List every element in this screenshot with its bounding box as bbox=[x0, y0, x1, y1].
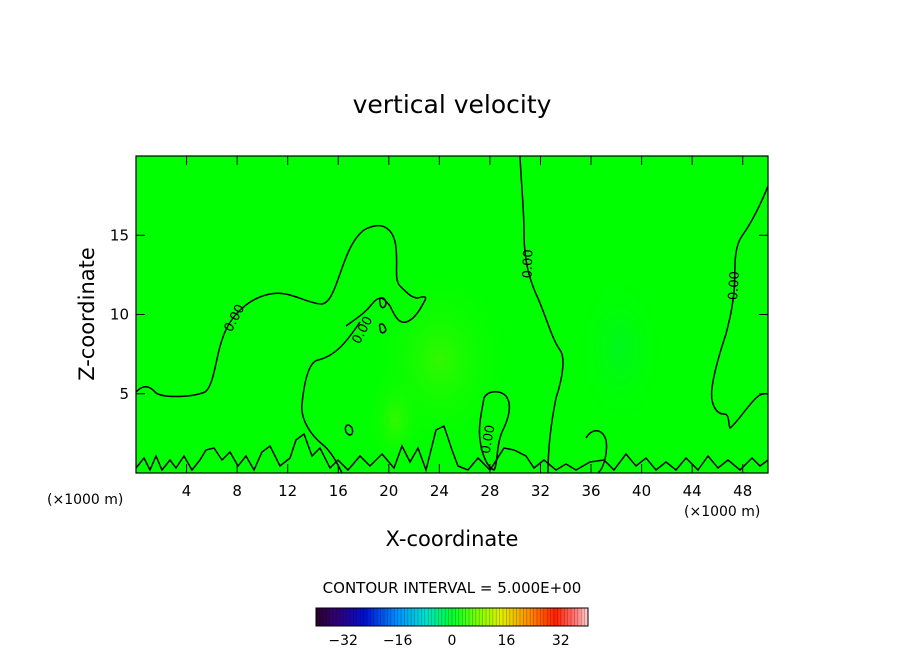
contour-label: 0.00 bbox=[479, 424, 499, 455]
contour-line bbox=[710, 185, 768, 430]
colorbar-tick-label: 16 bbox=[497, 633, 515, 649]
contour-line bbox=[519, 156, 564, 473]
plot-area: 0.00 0.00 0.00 0.00 0.00 4 8 12 16 20 24 28 32 3… bbox=[110, 155, 769, 500]
y-tick-label: 10 bbox=[110, 306, 129, 324]
x-tick-label: 16 bbox=[329, 482, 348, 500]
x-tick-label: 40 bbox=[632, 482, 651, 500]
contour-line bbox=[136, 225, 427, 398]
x-tick-label: 36 bbox=[581, 482, 600, 500]
contour-label: 0.00 bbox=[521, 249, 537, 278]
x-axis-label: X-coordinate bbox=[386, 527, 519, 551]
x-axis-ticks: 4 8 12 16 20 24 28 32 36 40 44 48 bbox=[182, 156, 752, 500]
x-tick-label: 8 bbox=[232, 482, 242, 500]
chart-title: vertical velocity bbox=[353, 90, 552, 119]
contour-label: 0.00 bbox=[726, 271, 743, 301]
colorbar-ticks: −32 −16 0 16 32 bbox=[328, 633, 569, 649]
colorbar: −32 −16 0 16 32 bbox=[315, 607, 589, 649]
y-tick-label: 15 bbox=[110, 226, 129, 244]
colorbar-tick-label: −16 bbox=[383, 633, 413, 649]
contour-line bbox=[585, 430, 608, 473]
contour-line bbox=[378, 323, 387, 334]
colorbar-tick-label: 32 bbox=[552, 633, 570, 649]
colorbar-tick-label: 0 bbox=[448, 633, 457, 649]
colorbar-gradient bbox=[315, 607, 589, 627]
x-tick-label: 32 bbox=[531, 482, 550, 500]
y-axis-unit: (×1000 m) bbox=[684, 504, 760, 520]
contour-line bbox=[136, 424, 768, 473]
contour-interval-text: CONTOUR INTERVAL = 5.000E+00 bbox=[323, 579, 582, 597]
x-axis-unit: (×1000 m) bbox=[47, 492, 123, 508]
x-tick-label: 24 bbox=[430, 482, 449, 500]
contour-line bbox=[301, 321, 361, 473]
y-tick-label: 5 bbox=[119, 385, 129, 403]
zero-contours bbox=[136, 156, 768, 473]
y-axis-ticks: 5 10 15 bbox=[110, 226, 768, 403]
contour-line bbox=[478, 391, 511, 471]
contour-line bbox=[378, 297, 387, 309]
x-tick-label: 12 bbox=[278, 482, 297, 500]
colorbar-segments bbox=[319, 608, 585, 626]
x-tick-label: 4 bbox=[182, 482, 192, 500]
y-axis-label: Z-coordinate bbox=[75, 247, 99, 381]
x-tick-label: 44 bbox=[683, 482, 702, 500]
x-tick-label: 28 bbox=[480, 482, 499, 500]
downdraft-region bbox=[570, 265, 670, 435]
colorbar-tick-label: −32 bbox=[328, 633, 358, 649]
updraft-core bbox=[365, 365, 425, 473]
contour-line bbox=[344, 424, 354, 436]
x-tick-label: 48 bbox=[733, 482, 752, 500]
x-tick-label: 20 bbox=[379, 482, 398, 500]
